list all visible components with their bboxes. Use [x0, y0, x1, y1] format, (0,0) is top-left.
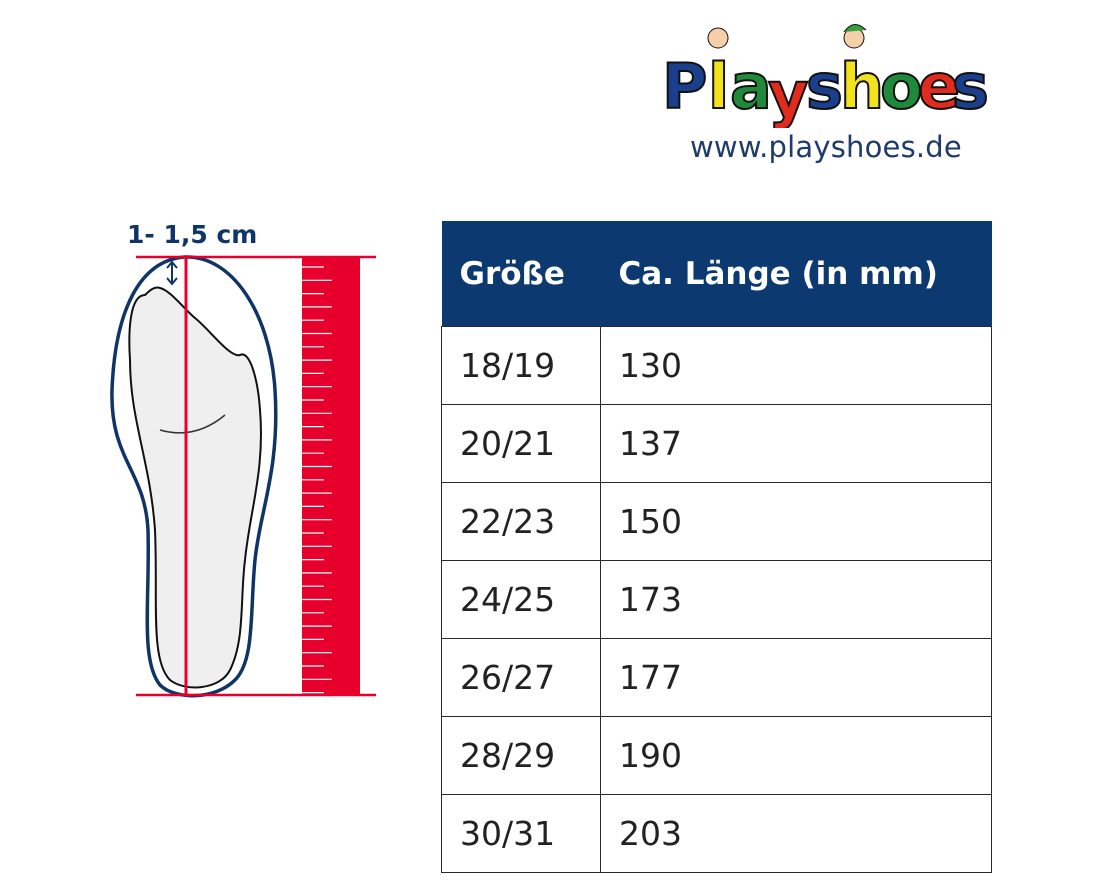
header-size: Größe [441, 221, 601, 327]
size-cell: 26/27 [441, 638, 601, 717]
website-url: www.playshoes.de [690, 130, 962, 164]
size-table: Größe Ca. Länge (in mm) 18/19 130 20/21 137… [441, 221, 992, 873]
size-cell: 18/19 [441, 326, 601, 405]
table-row: 28/29 190 [441, 716, 992, 795]
arrow-icon [166, 260, 178, 286]
svg-text:l: l [708, 50, 729, 123]
table-row: 24/25 173 [441, 560, 992, 639]
size-cell: 28/29 [441, 716, 601, 795]
length-cell: 130 [600, 326, 992, 405]
toe-gap-label: 1- 1,5 cm [127, 220, 258, 249]
ruler [302, 257, 360, 695]
table-row: 18/19 130 [441, 326, 992, 405]
table-row: 20/21 137 [441, 404, 992, 483]
size-cell: 30/31 [441, 794, 601, 873]
foot-measurement-diagram [110, 255, 376, 698]
svg-text:P: P [662, 50, 707, 123]
svg-text:y: y [768, 58, 808, 128]
playshoes-logo: P l a y s h o e s [661, 24, 990, 128]
table-row: 30/31 203 [441, 794, 992, 873]
svg-text:o: o [880, 50, 923, 123]
svg-text:h: h [840, 50, 884, 123]
length-cell: 137 [600, 404, 992, 483]
svg-text:s: s [806, 50, 843, 123]
length-cell: 150 [600, 482, 992, 561]
svg-text:e: e [918, 50, 960, 123]
length-cell: 177 [600, 638, 992, 717]
length-cell: 190 [600, 716, 992, 795]
svg-text:a: a [730, 50, 772, 123]
header-length: Ca. Länge (in mm) [600, 221, 992, 327]
length-cell: 173 [600, 560, 992, 639]
length-cell: 203 [600, 794, 992, 873]
svg-text:s: s [952, 50, 989, 123]
size-cell: 22/23 [441, 482, 601, 561]
size-cell: 20/21 [441, 404, 601, 483]
table-row: 22/23 150 [441, 482, 992, 561]
table-row: 26/27 177 [441, 638, 992, 717]
size-cell: 24/25 [441, 560, 601, 639]
